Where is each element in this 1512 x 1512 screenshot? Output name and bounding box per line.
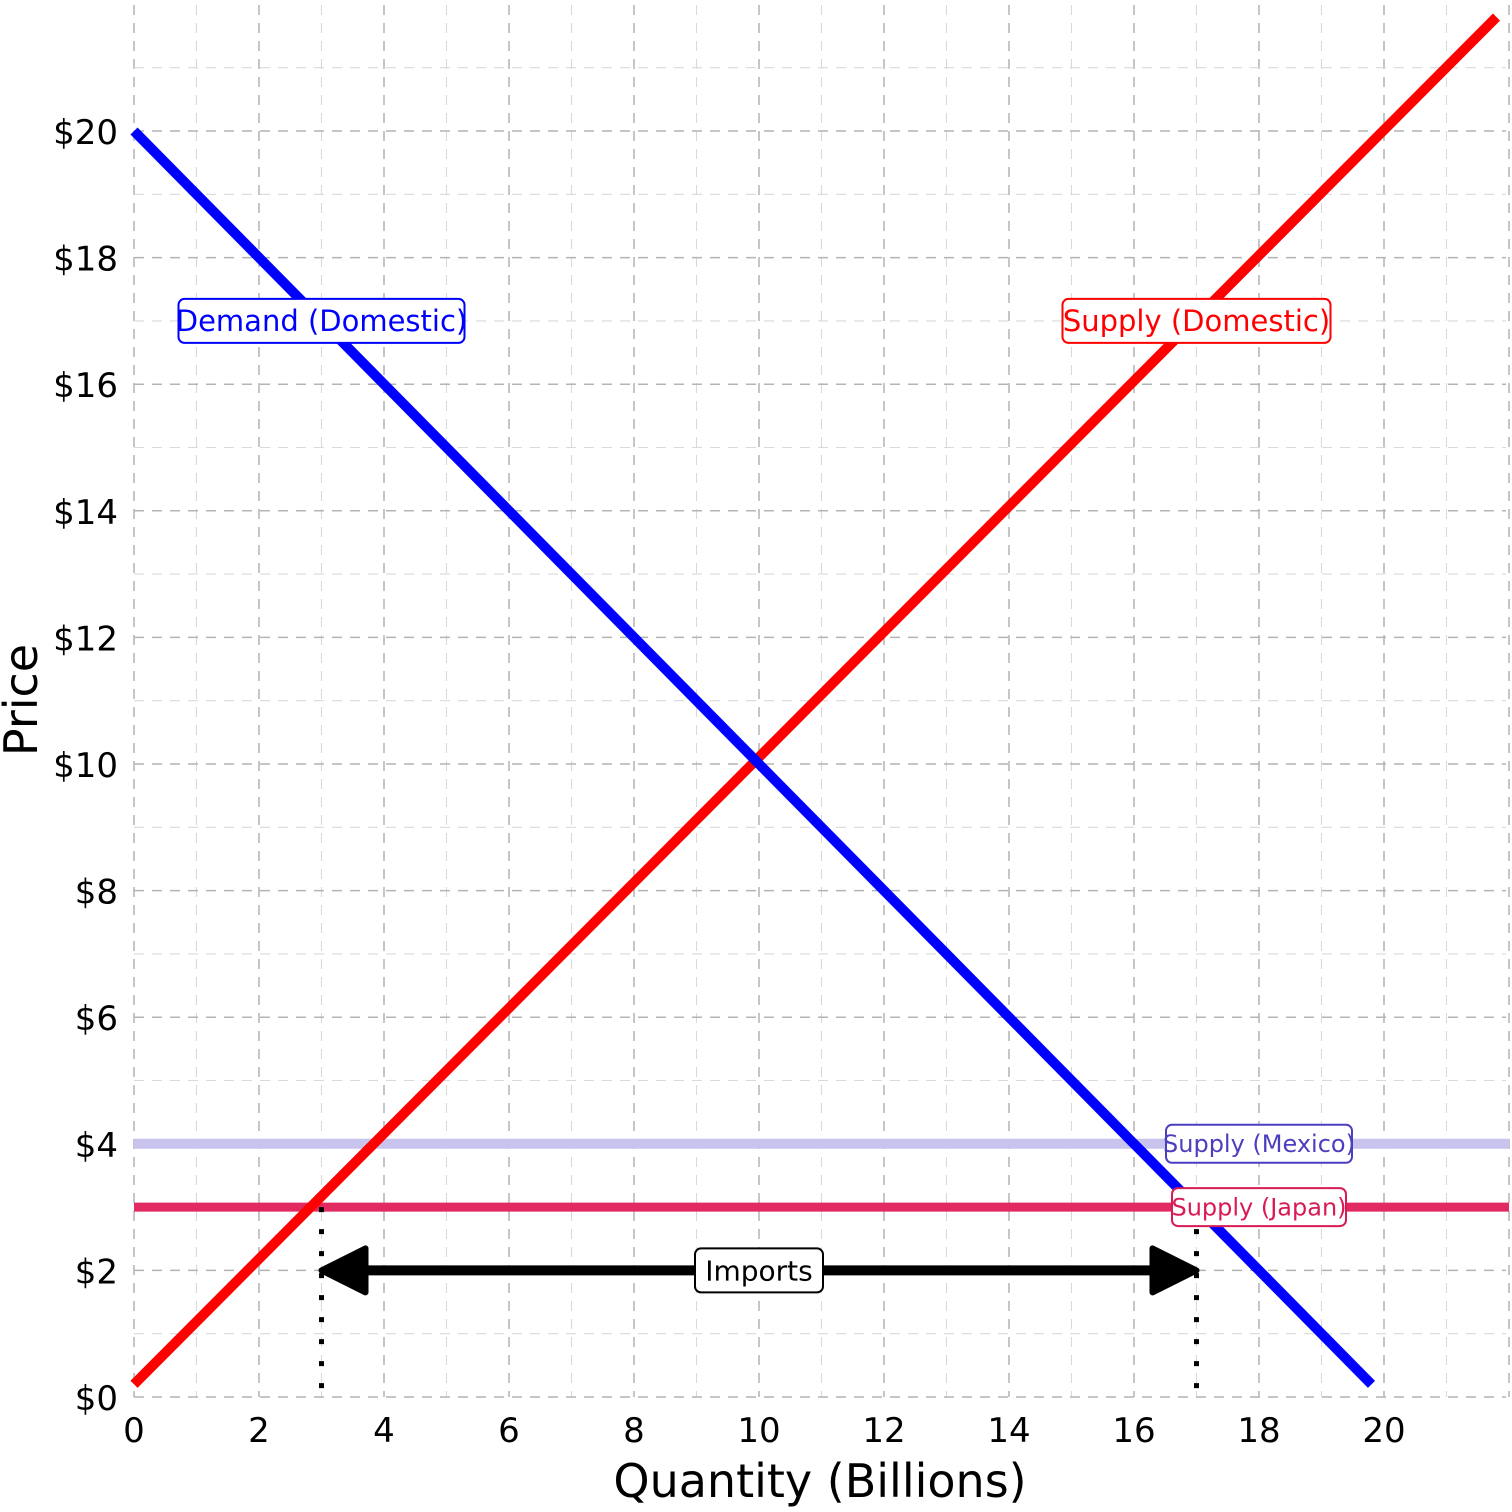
y-tick-label: $16: [53, 366, 118, 406]
y-tick-label: $14: [53, 493, 118, 533]
curve-label: Supply (Domestic): [1061, 297, 1332, 344]
y-tick-label: $10: [53, 746, 118, 786]
y-axis-title: Price: [0, 644, 48, 756]
y-tick-label: $4: [75, 1126, 118, 1166]
x-tick-label: 8: [623, 1411, 645, 1451]
x-tick-label: 6: [498, 1411, 520, 1451]
x-tick-label: 18: [1237, 1411, 1280, 1451]
y-tick-label: $12: [53, 619, 118, 659]
imports-label-text: Imports: [705, 1254, 813, 1287]
x-tick-label: 10: [737, 1411, 780, 1451]
curve-labels: Demand (Domestic) Supply (Domestic) Supply…: [176, 297, 1355, 1228]
curve-label-text: Supply (Japan): [1171, 1194, 1346, 1222]
imports-label: Imports: [694, 1247, 824, 1294]
curve-label: Supply (Japan): [1171, 1187, 1347, 1228]
x-tick-label: 0: [123, 1411, 145, 1451]
curve-label: Demand (Domestic): [176, 297, 467, 344]
x-tick-label: 2: [248, 1411, 270, 1451]
y-tick-label: $0: [75, 1379, 118, 1419]
tick-labels: 0 2 4 6 8 10 12 14 16 18 20 $0 $2 $4 $6 $8 $10 $12 $14 $16 $…: [53, 113, 1406, 1451]
curve-label: Supply (Mexico): [1163, 1123, 1355, 1164]
imports-arrow-head-left: [318, 1245, 369, 1296]
y-tick-label: $8: [75, 873, 118, 913]
curve-label-text: Supply (Domestic): [1063, 304, 1330, 338]
x-tick-label: 20: [1362, 1411, 1405, 1451]
y-tick-label: $2: [75, 1252, 118, 1292]
annotations: Imports: [318, 1207, 1200, 1397]
x-tick-label: 16: [1112, 1411, 1155, 1451]
x-tick-label: 14: [987, 1411, 1030, 1451]
y-tick-label: $6: [75, 999, 118, 1039]
curve-label-box: [1165, 1123, 1353, 1164]
y-tick-label: $18: [53, 240, 118, 280]
curve-label-box: [177, 297, 466, 344]
curve-label-text: Supply (Mexico): [1163, 1130, 1355, 1158]
x-tick-label: 12: [862, 1411, 905, 1451]
curve-label-box: [1171, 1187, 1347, 1228]
x-axis-title: Quantity (Billions): [613, 1454, 1026, 1508]
curve-label-box: [1061, 297, 1332, 344]
imports-arrow-head-right: [1149, 1245, 1200, 1296]
imports-label-box: [694, 1247, 824, 1294]
y-tick-label: $20: [53, 113, 118, 153]
x-tick-label: 4: [373, 1411, 395, 1451]
curve-label-text: Demand (Domestic): [176, 304, 467, 338]
series-line: [130, 13, 1501, 1388]
